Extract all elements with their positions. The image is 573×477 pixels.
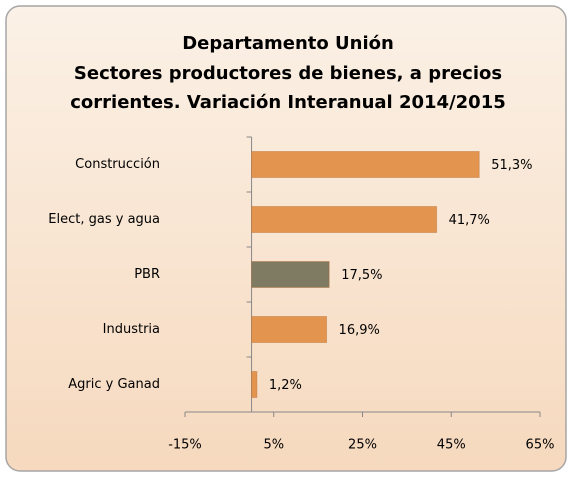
- x-tick-label: -15%: [168, 438, 202, 453]
- bar: [251, 151, 480, 178]
- y-tick-label: Industria: [103, 322, 160, 337]
- value-label: 16,9%: [339, 323, 380, 338]
- bar: [251, 261, 330, 288]
- chart-frame: [5, 5, 567, 472]
- x-tick-label: 45%: [437, 438, 466, 453]
- chart-title: Sectores productores de bienes, a precio…: [74, 63, 502, 84]
- bar: [251, 316, 328, 343]
- y-tick-label: Construcción: [75, 157, 160, 172]
- chart-title: corrientes. Variación Interanual 2014/20…: [70, 92, 506, 113]
- y-tick-label: PBR: [134, 267, 160, 282]
- value-label: 1,2%: [269, 378, 302, 393]
- y-tick-label: Elect, gas y agua: [48, 212, 160, 227]
- chart-title: Departamento Unión: [182, 33, 394, 54]
- value-label: 41,7%: [449, 213, 490, 228]
- x-tick-label: 5%: [263, 438, 284, 453]
- x-tick-label: 65%: [526, 438, 555, 453]
- y-tick-label: Agric y Ganad: [68, 377, 160, 392]
- bar: [251, 371, 258, 398]
- bar: [251, 206, 438, 233]
- value-label: 51,3%: [491, 158, 532, 173]
- x-tick-label: 25%: [348, 438, 377, 453]
- value-label: 17,5%: [341, 268, 382, 283]
